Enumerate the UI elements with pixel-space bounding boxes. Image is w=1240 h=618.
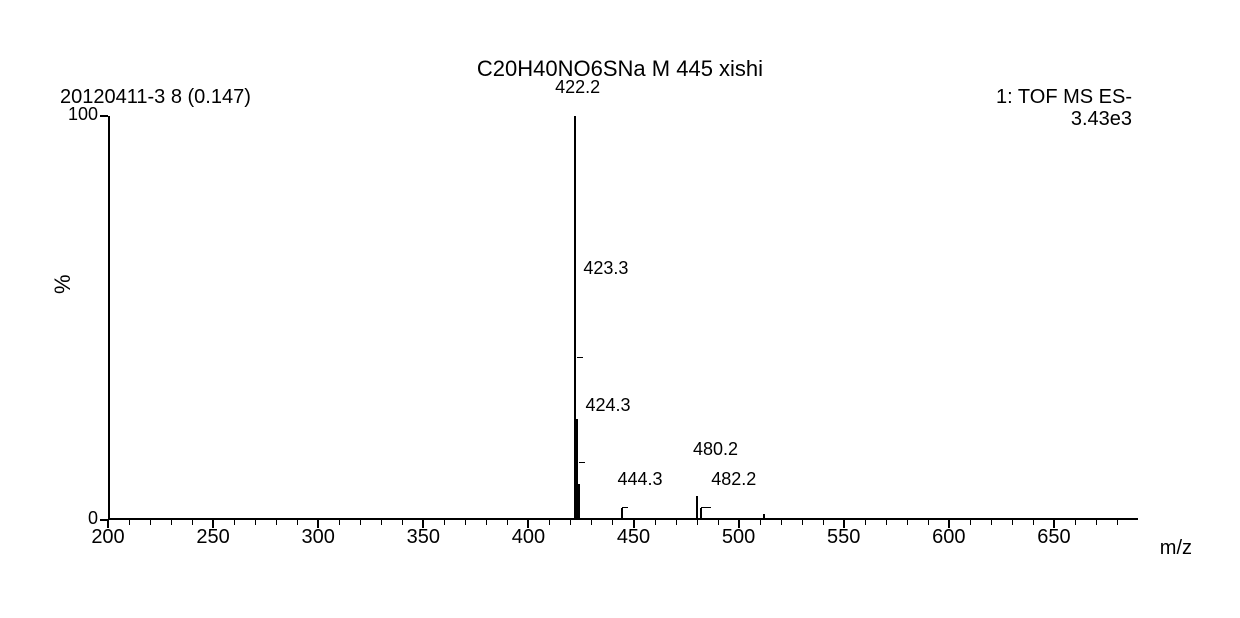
x-minor-tick [276,520,277,525]
x-tick-label: 200 [88,526,128,549]
x-tick-label: 650 [1034,526,1074,549]
x-tick-label: 400 [508,526,548,549]
x-minor-tick [865,520,866,525]
peak-leader [701,507,711,508]
y-axis-label: % [50,274,76,294]
x-minor-tick [507,520,508,525]
peak-label: 482.2 [711,469,756,490]
x-minor-tick [255,520,256,525]
x-axis-line [108,518,1138,520]
x-tick-label: 350 [403,526,443,549]
x-minor-tick [339,520,340,525]
method-label: 1: TOF MS ES- [996,86,1132,109]
x-minor-tick [886,520,887,525]
x-minor-tick [129,520,130,525]
x-tick-label: 550 [824,526,864,549]
peak-label: 480.2 [693,439,738,460]
peak-label: 424.3 [585,395,630,416]
x-tick-label: 450 [614,526,654,549]
x-minor-tick [655,520,656,525]
x-minor-tick [1117,520,1118,525]
peak-leader [579,462,585,463]
x-minor-tick [928,520,929,525]
x-minor-tick [465,520,466,525]
plot-area: 0100200250300350400450500550600650422.24… [108,116,1138,520]
peak-label: 423.3 [583,258,628,279]
mass-spectrum-figure: C20H40NO6SNa M 445 xishi 20120411-3 8 (0… [0,0,1240,618]
x-minor-tick [823,520,824,525]
x-minor-tick [486,520,487,525]
x-tick-label: 500 [719,526,759,549]
x-minor-tick [150,520,151,525]
x-minor-tick [1075,520,1076,525]
y-tick [100,115,108,117]
peak-leader [622,507,628,508]
x-minor-tick [1012,520,1013,525]
y-tick-label: 100 [58,104,98,125]
peak-label: 422.2 [555,77,600,98]
x-minor-tick [444,520,445,525]
x-minor-tick [1033,520,1034,525]
x-minor-tick [234,520,235,525]
chart-title: C20H40NO6SNa M 445 xishi [0,56,1240,82]
x-minor-tick [360,520,361,525]
peak-label: 444.3 [618,469,663,490]
x-minor-tick [970,520,971,525]
y-axis-line [108,116,110,520]
x-minor-tick [381,520,382,525]
x-minor-tick [612,520,613,525]
x-minor-tick [297,520,298,525]
x-minor-tick [907,520,908,525]
x-tick-label: 250 [193,526,233,549]
x-minor-tick [402,520,403,525]
x-minor-tick [192,520,193,525]
x-minor-tick [570,520,571,525]
x-axis-label: m/z [1160,537,1192,560]
x-minor-tick [781,520,782,525]
x-minor-tick [718,520,719,525]
x-minor-tick [676,520,677,525]
x-minor-tick [171,520,172,525]
x-minor-tick [591,520,592,525]
x-tick-label: 300 [298,526,338,549]
x-minor-tick [802,520,803,525]
x-tick-label: 600 [929,526,969,549]
x-minor-tick [991,520,992,525]
peak-bar [578,484,580,520]
peak-bar [700,508,702,520]
peak-leader [577,357,583,358]
peak-bar [763,514,765,520]
x-minor-tick [549,520,550,525]
x-minor-tick [1096,520,1097,525]
x-minor-tick [760,520,761,525]
peak-bar [621,508,623,520]
peak-bar [696,496,698,520]
x-minor-tick [697,520,698,525]
